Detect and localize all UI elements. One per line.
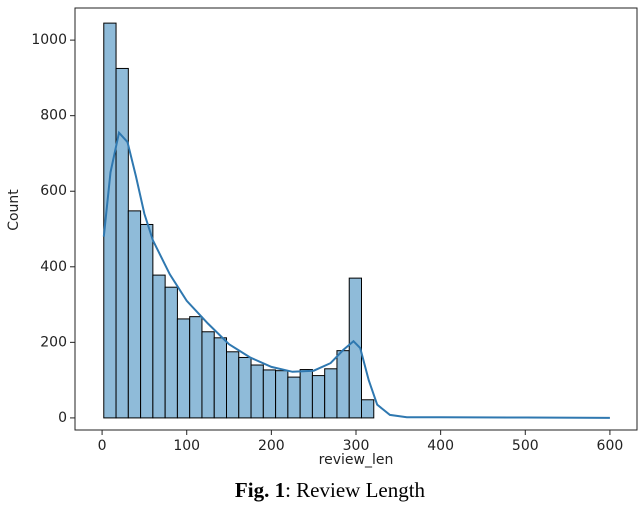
caption-label: Fig. 1 <box>235 478 285 502</box>
bar <box>348 277 363 419</box>
x-tick-label: 400 <box>427 438 454 454</box>
x-tick-label: 100 <box>173 438 200 454</box>
bar <box>164 286 178 419</box>
bar <box>238 356 252 419</box>
kde-line <box>102 130 610 419</box>
bar <box>140 223 154 419</box>
bar <box>361 399 375 419</box>
bar <box>213 337 228 419</box>
bar <box>311 375 326 419</box>
bar <box>226 351 240 419</box>
y-tick-label: 800 <box>40 108 67 124</box>
x-tick-label: 500 <box>512 438 539 454</box>
y-tick-label: 200 <box>40 334 67 350</box>
bar <box>275 370 289 419</box>
x-tick-label: 200 <box>258 438 285 454</box>
bar <box>262 369 277 419</box>
y-tick-label: 0 <box>58 410 67 426</box>
caption: Fig. 1: Review Length <box>235 478 426 502</box>
x-tick-label: 300 <box>343 438 370 454</box>
bar <box>127 210 142 419</box>
bar <box>189 316 203 419</box>
y-tick-label: 400 <box>40 259 67 275</box>
bar <box>299 369 313 419</box>
bar <box>324 368 338 419</box>
bar <box>201 331 215 419</box>
bar <box>287 376 301 419</box>
x-tick-label: 0 <box>98 438 107 454</box>
bar <box>152 274 166 419</box>
x-tick-label: 600 <box>597 438 624 454</box>
y-tick-label: 600 <box>40 183 67 199</box>
bar <box>176 318 191 419</box>
caption-text: : Review Length <box>285 478 425 502</box>
bar <box>250 364 264 419</box>
bar <box>336 350 350 419</box>
x-axis-label: review_len <box>319 452 394 468</box>
plot-frame <box>74 7 638 431</box>
y-axis-label: Count <box>6 189 22 231</box>
bar <box>115 67 129 419</box>
y-tick-label: 1000 <box>31 32 67 48</box>
